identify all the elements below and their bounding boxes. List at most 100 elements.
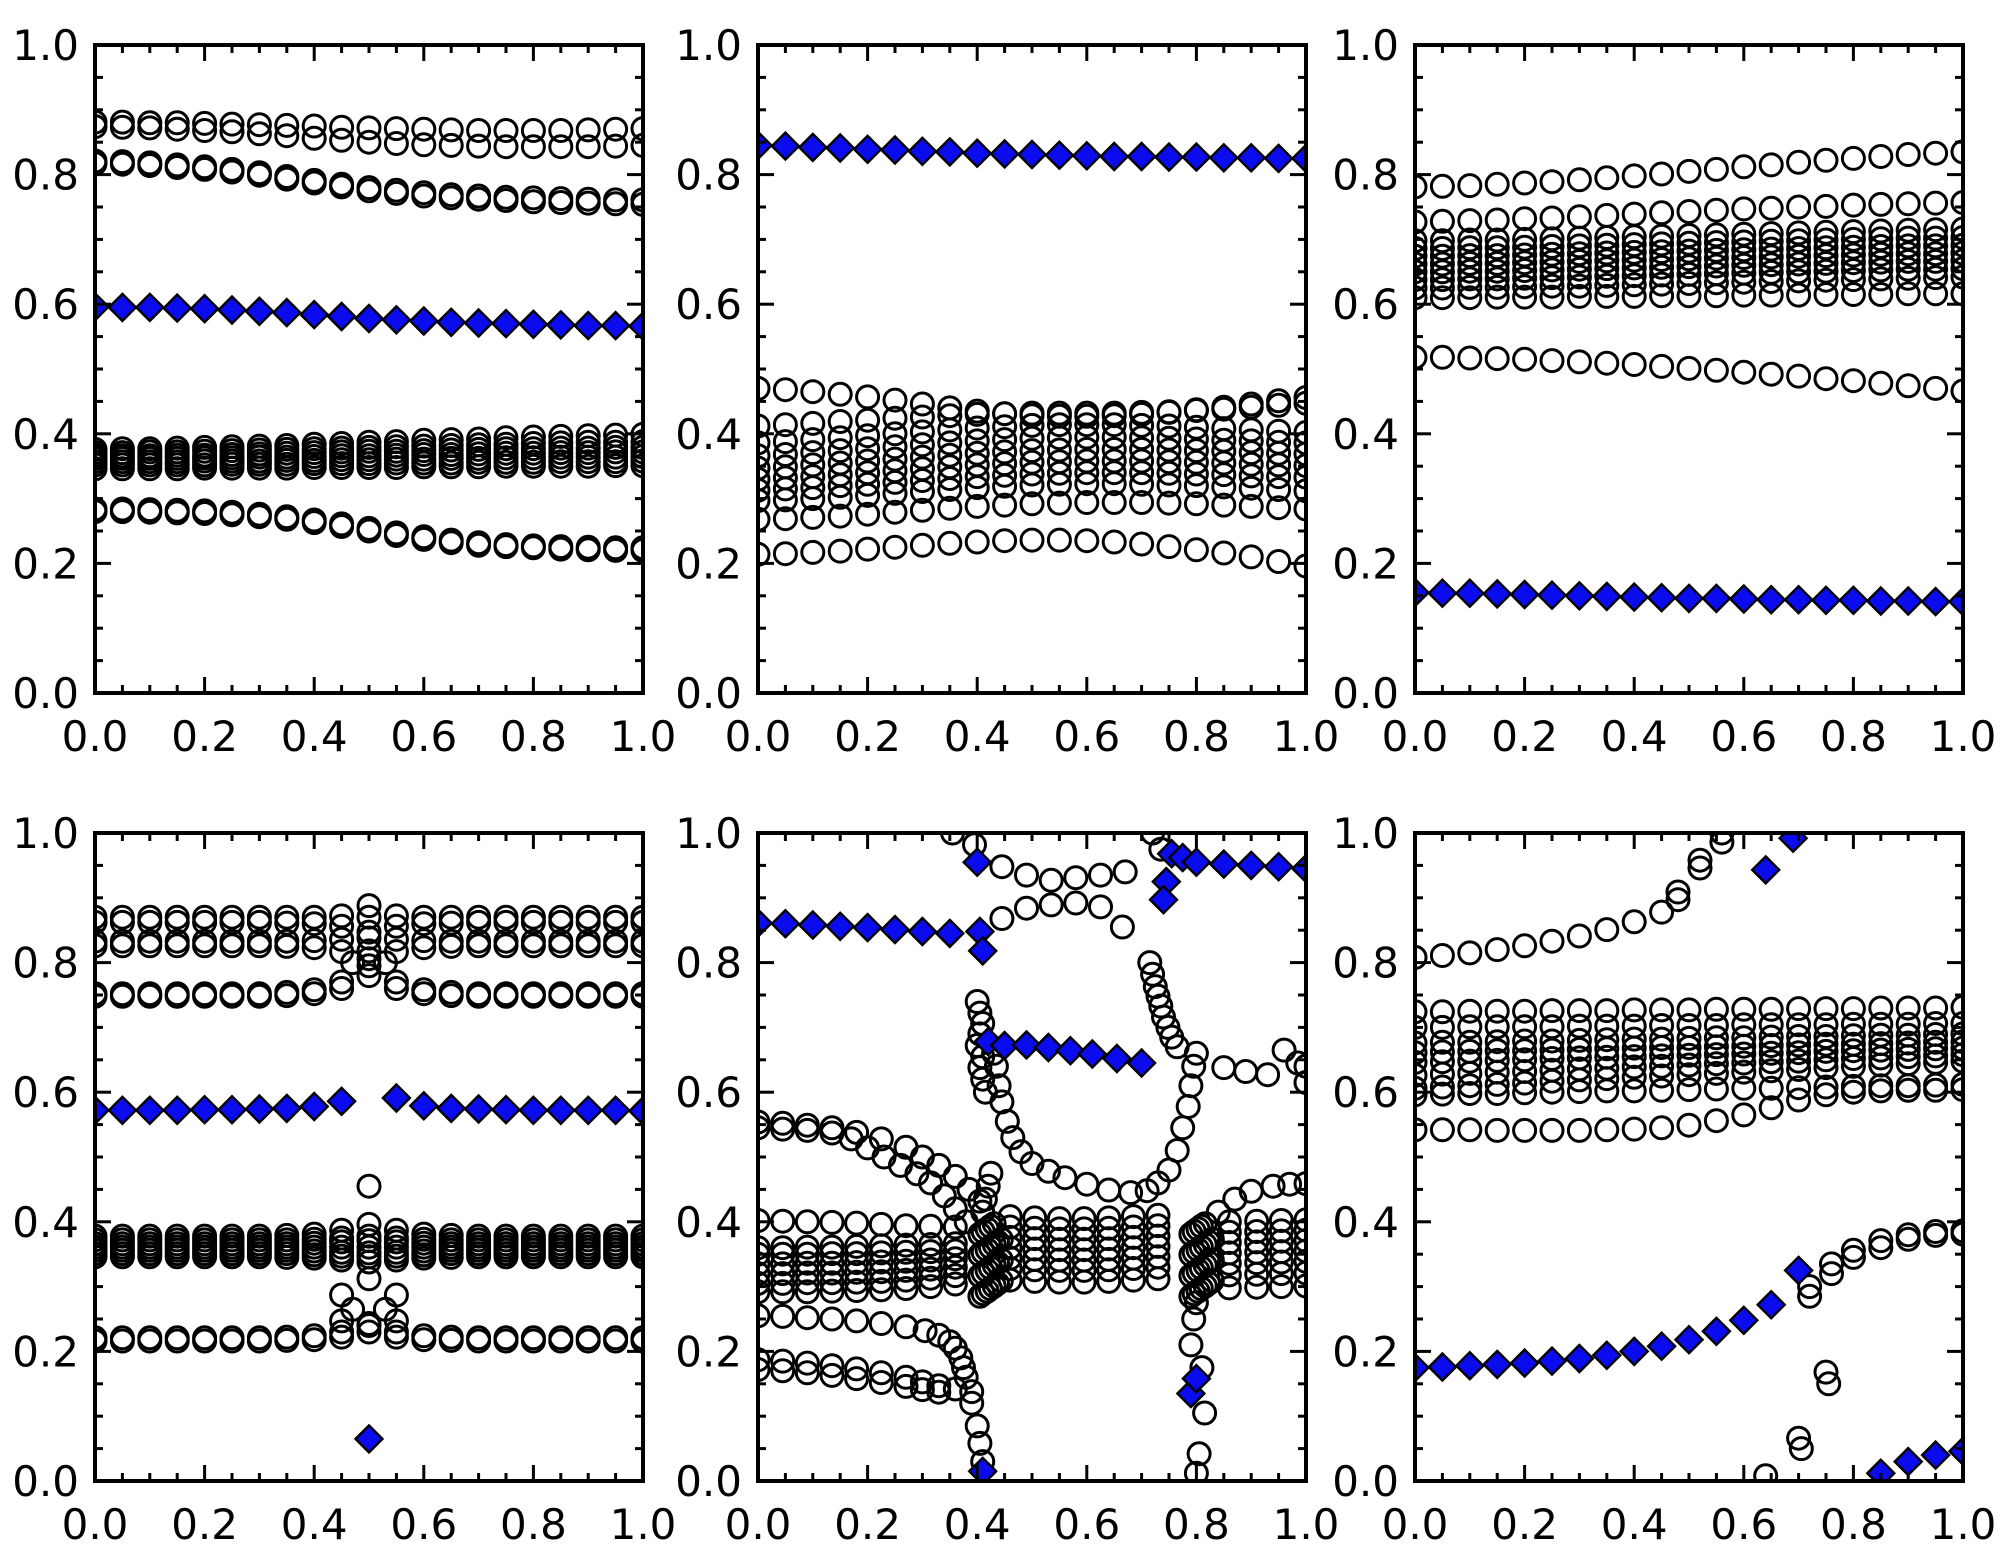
circle-marker <box>1731 154 1757 180</box>
diamond-marker <box>1181 847 1212 878</box>
circle-marker <box>246 455 272 481</box>
circle-marker <box>800 486 826 512</box>
circle-marker <box>1129 412 1155 438</box>
circle-marker <box>301 935 327 961</box>
diamond-marker <box>825 132 856 164</box>
circle-marker <box>1118 1180 1144 1206</box>
diamond-marker <box>162 1095 193 1126</box>
circle-marker <box>800 504 826 530</box>
circle-marker <box>1923 265 1949 291</box>
circle-marker <box>978 1160 1004 1186</box>
circle-marker <box>772 487 798 513</box>
y-tick-label: 0.0 <box>12 1457 79 1506</box>
circle-marker <box>844 1241 870 1267</box>
circle-marker <box>411 116 437 142</box>
x-tick-label: 0.4 <box>944 1500 1011 1549</box>
circle-marker <box>356 115 382 141</box>
plot-area-bottom-middle <box>757 832 1307 1482</box>
circle-marker <box>1840 282 1866 307</box>
y-tick-label: 0.2 <box>1332 539 1399 588</box>
circle-marker <box>383 1247 409 1273</box>
circle-marker <box>1457 1073 1483 1099</box>
circle-marker <box>246 1244 272 1270</box>
circle-marker <box>137 983 163 1009</box>
top-left-diamonds-main <box>94 291 644 342</box>
diamond-marker <box>1756 584 1787 615</box>
circle-marker <box>1594 202 1620 228</box>
circle-marker <box>1566 998 1592 1024</box>
circle-marker <box>1923 217 1949 243</box>
circle-marker <box>192 904 218 930</box>
circle-marker <box>219 159 245 185</box>
circle-marker <box>800 440 826 466</box>
circle-marker <box>1665 887 1691 913</box>
circle-marker <box>909 479 935 504</box>
circle-marker <box>1429 999 1455 1025</box>
circle-marker <box>274 983 300 1009</box>
circle-marker <box>1539 205 1565 231</box>
circle-marker <box>329 926 355 952</box>
diamond-marker <box>1099 141 1130 172</box>
circle-marker <box>1840 1244 1866 1270</box>
circle-marker <box>1457 285 1483 311</box>
circle-marker <box>274 455 300 481</box>
axes-frame <box>93 831 645 1483</box>
circle-marker <box>329 976 355 1001</box>
diamond-marker <box>1591 581 1622 612</box>
circle-marker <box>819 1250 845 1276</box>
circle-marker <box>520 535 546 561</box>
circle-marker <box>1758 269 1784 294</box>
circle-marker <box>1019 400 1045 426</box>
circle-marker <box>274 1244 300 1270</box>
diamond-marker <box>545 1095 576 1126</box>
x-tick-label: 0.0 <box>725 1500 792 1549</box>
circle-marker <box>794 1234 820 1260</box>
diamond-marker <box>1482 1349 1513 1380</box>
diamond-marker <box>1033 1032 1064 1063</box>
circle-marker <box>1019 491 1045 517</box>
circle-marker <box>575 537 601 563</box>
diamond-marker <box>1071 140 1102 171</box>
circle-marker <box>1923 241 1949 267</box>
circle-marker <box>893 1364 919 1390</box>
circle-marker <box>340 950 366 976</box>
circle-marker <box>1181 1219 1207 1244</box>
circle-marker <box>603 904 629 930</box>
circle-marker <box>192 110 218 136</box>
bottom-middle-diamonds-topleft-row <box>757 907 998 967</box>
x-tick-label: 0.4 <box>1601 1500 1668 1549</box>
circle-marker <box>1895 265 1921 291</box>
x-tick-label: 1.0 <box>1930 712 1997 761</box>
circle-marker <box>1484 1081 1510 1106</box>
circle-marker <box>603 116 629 142</box>
circle-marker <box>1868 266 1894 292</box>
circle-marker <box>942 1263 968 1289</box>
circle-marker <box>1156 460 1182 486</box>
circle-marker <box>575 933 601 959</box>
diamond-marker <box>463 1093 494 1125</box>
bottom-middle-circles-mid-band <box>997 1202 1171 1295</box>
circle-marker <box>1649 1053 1675 1079</box>
circle-marker <box>1211 492 1237 518</box>
circle-marker <box>1786 1012 1812 1038</box>
circle-marker <box>438 1327 464 1353</box>
circle-marker <box>1074 412 1100 438</box>
circle-marker <box>301 928 327 954</box>
x-tick-label: 0.6 <box>1053 712 1120 761</box>
circle-marker <box>918 1247 944 1273</box>
diamond-marker <box>1701 583 1732 614</box>
diamond-marker <box>134 292 165 323</box>
circle-marker <box>1096 1177 1122 1203</box>
circle-marker <box>1512 1014 1538 1040</box>
circle-marker <box>1101 529 1127 555</box>
circle-marker <box>819 1234 845 1260</box>
circle-marker <box>1000 1125 1026 1151</box>
circle-marker <box>1731 1102 1757 1128</box>
circle-marker <box>219 933 245 959</box>
circle-marker <box>964 493 990 519</box>
top-left-circles-upper-2 <box>94 114 644 160</box>
circle-marker <box>1211 396 1237 422</box>
circle-marker <box>1895 1077 1921 1103</box>
diamond-marker <box>1564 580 1595 611</box>
circle-marker <box>772 377 798 403</box>
